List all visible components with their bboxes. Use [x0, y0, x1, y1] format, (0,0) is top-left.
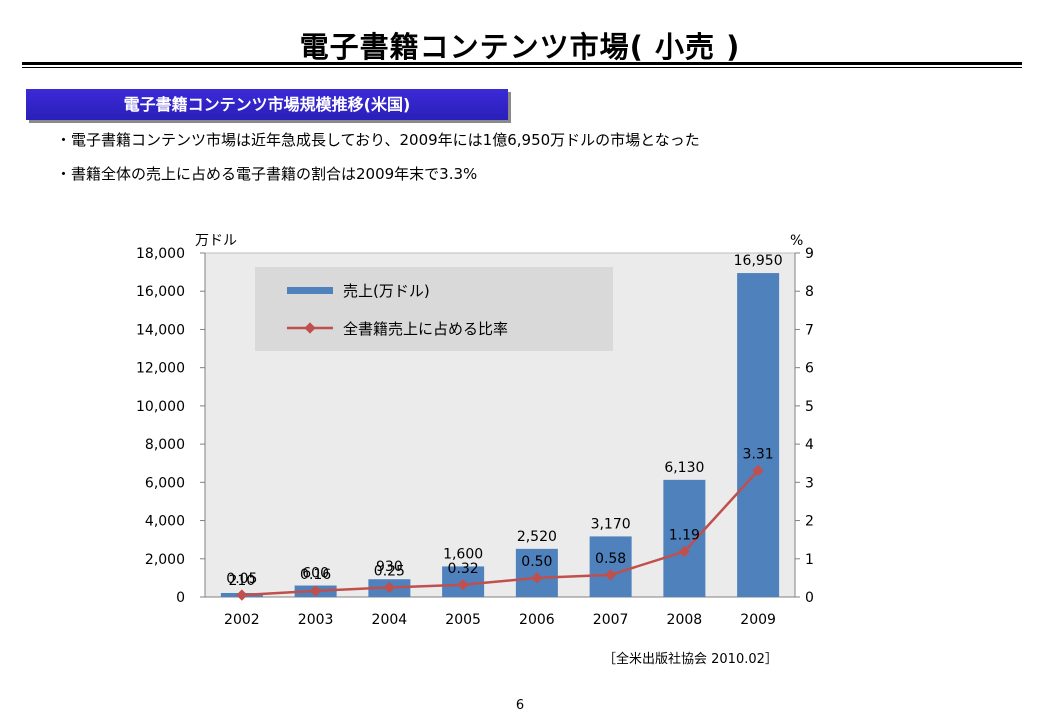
ratio-point: [236, 589, 248, 601]
x-tick-label: 2009: [740, 612, 776, 628]
ratio-point: [309, 585, 322, 597]
bar-value-label: 3,170: [591, 516, 631, 532]
right-tick-label: 1: [805, 552, 814, 568]
left-tick-label: 2,000: [145, 552, 185, 568]
ratio-value-label: 1.19: [669, 528, 700, 544]
right-tick-label: 7: [805, 322, 814, 338]
section-banner: 電子書籍コンテンツ市場規模推移(米国): [26, 89, 508, 120]
ratio-value-label: 0.05: [226, 571, 257, 587]
ratio-value-label: 0.32: [448, 561, 479, 577]
ratio-point: [457, 579, 469, 591]
page-number: 6: [515, 698, 525, 713]
bar: [737, 273, 780, 597]
bullet-2: ・書籍全体の売上に占める電子書籍の割合は2009年末で3.3%: [56, 165, 478, 183]
ratio-value-label: 0.50: [521, 554, 552, 570]
ratio-value-label: 0.25: [374, 563, 405, 579]
ratio-point: [531, 572, 543, 584]
x-tick-label: 2007: [593, 612, 629, 628]
left-tick-label: 6,000: [145, 475, 185, 491]
ratio-point: [383, 581, 396, 594]
left-tick-label: 10,000: [136, 399, 185, 415]
left-axis-unit: 万ドル: [195, 233, 237, 249]
right-tick-label: 0: [805, 590, 814, 606]
right-tick-label: 8: [805, 284, 814, 300]
bar: [663, 479, 706, 597]
title-rule-thin: [22, 67, 1022, 68]
legend-box: [255, 267, 613, 351]
left-tick-label: 16,000: [136, 284, 185, 300]
right-axis-unit: %: [790, 233, 803, 249]
sales-chart: 0 2,000 4,000 6,000 8,000 10,000 12,000 14,000 1…: [136, 233, 814, 628]
x-tick-label: 2005: [445, 612, 481, 628]
ratio-value-label: 3.31: [743, 446, 774, 462]
right-tick-label: 5: [805, 399, 814, 415]
right-tick-label: 4: [805, 437, 814, 453]
ratio-value-label: 0.58: [595, 551, 626, 567]
x-tick-label: 2006: [519, 612, 555, 628]
ratio-point: [604, 569, 617, 581]
ratio-point: [678, 545, 691, 558]
legend-bar-label: 売上(万ドル): [343, 282, 430, 300]
x-tick-label: 2008: [667, 612, 703, 628]
ratio-value-label: 0.16: [300, 567, 331, 583]
slide-title: 電子書籍コンテンツ市場( 小売 ): [299, 30, 741, 64]
bar-value-label: 600: [302, 566, 329, 582]
bar-value-label: 2,520: [517, 529, 557, 545]
left-tick-label: 18,000: [136, 246, 185, 262]
right-tick-label: 2: [805, 514, 814, 530]
bar-value-label: 1,600: [443, 546, 483, 562]
right-tick-label: 3: [805, 475, 814, 491]
bar-value-label: 930: [376, 559, 403, 575]
ratio-point: [752, 464, 764, 477]
left-tick-label: 4,000: [145, 514, 185, 530]
source-note: ［全米出版社協会 2010.02］: [603, 652, 778, 667]
legend-line-label: 全書籍売上に占める比率: [343, 320, 508, 338]
ratio-line: [241, 469, 760, 597]
right-tick-label: 6: [805, 361, 814, 377]
left-tick-label: 8,000: [145, 437, 185, 453]
bullet-1: ・電子書籍コンテンツ市場は近年急成長しており、2009年には1億6,950万ドル…: [56, 131, 700, 149]
bar-value-label: 16,950: [734, 253, 783, 269]
legend-bar-swatch: [287, 287, 333, 294]
right-tick-label: 9: [805, 246, 814, 262]
bar-value-label: 6,130: [664, 460, 704, 476]
bar-value-label: 210: [229, 573, 256, 589]
left-tick-label: 14,000: [136, 322, 185, 338]
x-tick-label: 2002: [224, 612, 260, 628]
left-tick-label: 12,000: [136, 361, 185, 377]
title-rule-thick: [22, 62, 1022, 65]
x-tick-label: 2004: [372, 612, 408, 628]
left-tick-label: 0: [176, 590, 185, 606]
x-tick-label: 2003: [298, 612, 334, 628]
bar: [589, 536, 632, 597]
